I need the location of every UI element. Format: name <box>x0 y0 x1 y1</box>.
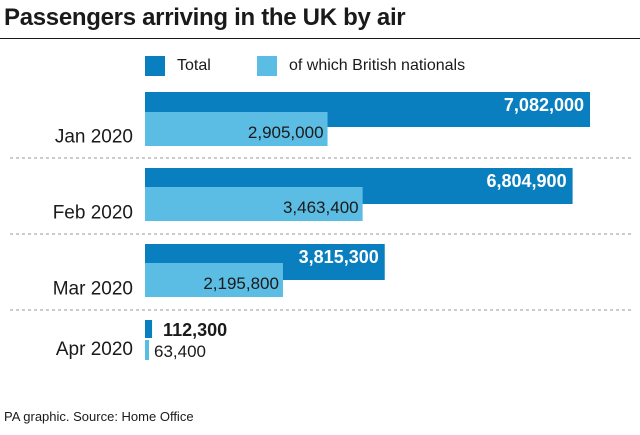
bar-total-apr-2020 <box>145 320 153 338</box>
bar-british-feb-2020 <box>145 187 363 221</box>
legend-item-total: Total <box>145 56 211 76</box>
category-label-mar-2020: Mar 2020 <box>53 279 133 300</box>
source-note: PA graphic. Source: Home Office <box>4 409 194 424</box>
data-label-total-jan-2020: 7,082,000 <box>504 95 584 115</box>
category-label-feb-2020: Feb 2020 <box>53 203 133 224</box>
chart-title: Passengers arriving in the UK by air <box>4 4 406 31</box>
legend-item-british-nationals: of which British nationals <box>257 56 465 76</box>
category-label-jan-2020: Jan 2020 <box>55 127 133 148</box>
legend-swatch-british-nationals <box>257 56 277 76</box>
bar-british-jan-2020 <box>145 112 328 146</box>
data-label-british-apr-2020: 63,400 <box>154 342 206 361</box>
bar-british-apr-2020 <box>145 340 149 360</box>
data-label-total-mar-2020: 3,815,300 <box>299 247 379 267</box>
legend-label-british-nationals: of which British nationals <box>289 57 466 74</box>
data-label-british-jan-2020: 2,905,000 <box>248 123 324 142</box>
legend-label-total: Total <box>177 57 211 74</box>
category-label-apr-2020: Apr 2020 <box>56 339 133 360</box>
title-divider <box>0 38 640 39</box>
data-label-total-feb-2020: 6,804,900 <box>487 171 567 191</box>
data-label-british-mar-2020: 2,195,800 <box>203 274 279 293</box>
data-label-british-feb-2020: 3,463,400 <box>283 198 359 217</box>
bar-british-mar-2020 <box>145 263 283 297</box>
legend-swatch-total <box>145 56 165 76</box>
data-label-total-apr-2020: 112,300 <box>163 320 227 340</box>
